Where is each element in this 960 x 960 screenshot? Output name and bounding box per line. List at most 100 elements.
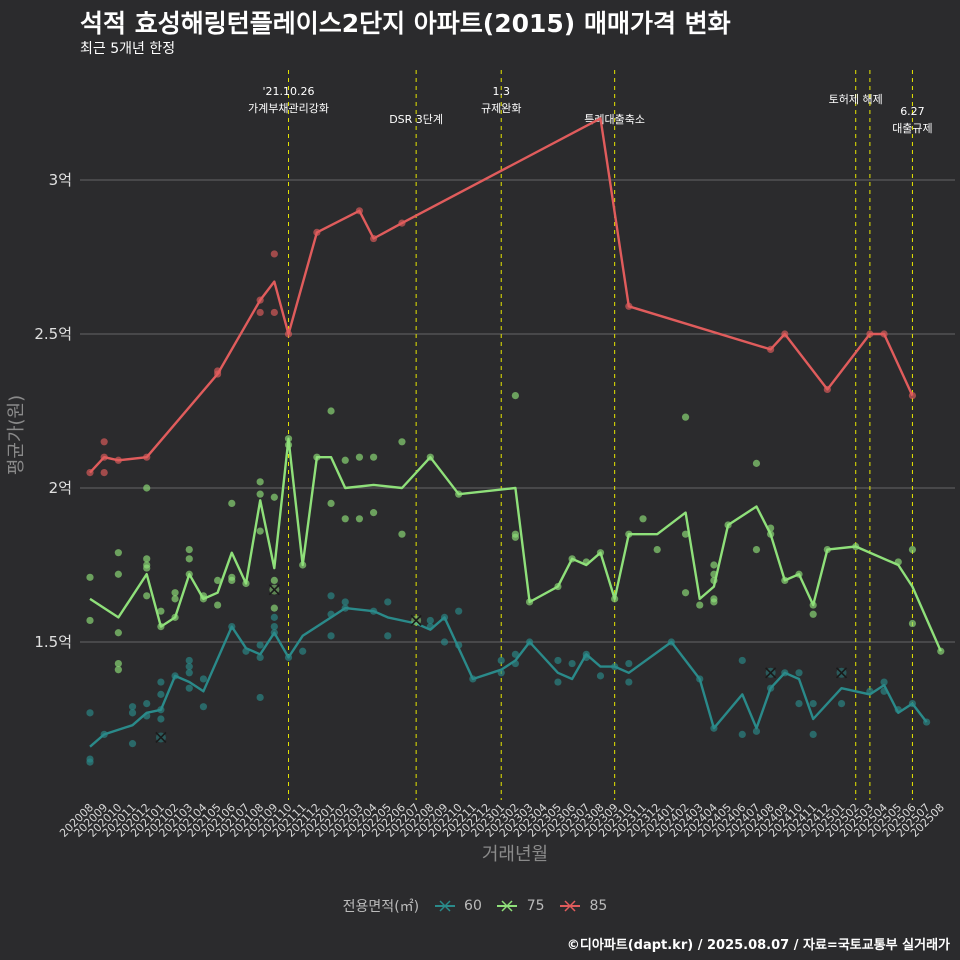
data-point [809,610,817,618]
data-point [738,656,746,665]
data-point [157,678,165,686]
data-point [625,678,633,686]
data-point [681,530,690,538]
series-line [89,606,928,748]
event-label: 대출규제 [892,122,932,135]
data-point [568,659,576,668]
data-point [327,499,335,507]
data-point [185,546,193,554]
data-point [256,478,264,486]
data-point [114,666,122,674]
event-date-label: 6.27 [900,105,925,118]
data-point [86,616,94,625]
data-point [270,604,278,612]
data-point [497,656,505,665]
data-point [696,601,704,609]
data-point [398,530,406,538]
data-point [214,601,222,609]
y-tick-label: 2억 [49,479,72,497]
data-point [256,490,264,498]
data-point [327,632,335,640]
y-tick-label: 3억 [49,171,72,189]
event-label: 특례대출축소 [584,113,645,126]
series-75 [86,392,945,674]
event-date-label: '21.10.26 [263,85,315,98]
chart-title: 석적 효성해링턴플레이스2단지 아파트(2015) 매매가격 변화 [80,9,731,38]
data-point [143,564,151,572]
data-point [143,592,151,600]
data-point [299,647,307,655]
data-point [185,663,193,671]
data-point [837,700,846,708]
data-point [157,607,165,615]
data-point [809,730,817,739]
data-point [455,607,463,615]
event-date-label: 1.3 [492,85,510,98]
cancelled-mark [410,614,422,627]
x-axis-label: 거래년월 [482,844,548,865]
data-point [795,700,803,708]
data-point [114,659,122,668]
data-point [440,638,449,646]
data-point [511,392,519,400]
data-point [908,619,917,628]
y-tick-label: 1.5억 [34,633,72,651]
legend-title: 전용면적(㎡) [342,899,420,915]
legend-label-75: 75 [526,898,545,914]
event-label: 토허제 해제 [829,92,883,106]
data-point [710,561,718,569]
series-line [89,117,914,474]
data-point [795,669,803,677]
data-point [228,576,236,585]
legend-swatch-60 [434,900,455,912]
cancelled-mark [268,584,280,596]
data-point [738,730,746,739]
data-point [256,653,264,662]
data-point [214,576,222,585]
event-label: DSR 3단계 [389,113,443,126]
data-point [86,758,94,766]
data-point [256,308,264,317]
data-point [398,438,406,446]
legend-label-85: 85 [589,898,608,914]
data-point [114,629,122,637]
data-point [681,589,690,597]
legend-label-60: 60 [464,898,482,914]
legend-item-85: 85 [559,898,607,914]
data-point [370,509,378,517]
data-point [880,678,888,686]
data-point [511,650,519,658]
chart-subtitle: 최근 5개년 한정 [80,41,176,57]
data-point [596,672,605,680]
data-point [128,703,137,711]
data-point [327,407,335,415]
data-point [370,453,378,461]
data-point [270,493,278,501]
data-point [554,678,562,686]
cancelled-mark [155,731,167,744]
data-point [157,690,165,698]
data-point [341,598,349,606]
data-point [143,555,151,563]
data-point [511,533,519,541]
data-point [270,576,278,585]
data-point [681,413,690,421]
data-point [355,515,364,523]
data-point [653,546,661,554]
data-point [185,656,193,665]
legend-swatch-75 [497,900,518,912]
data-point [384,598,392,606]
data-point [639,515,647,523]
data-point [100,438,108,446]
data-point [327,592,335,600]
chart-legend: 전용면적(㎡) 60 75 85 [0,896,960,916]
data-point [185,555,193,563]
data-point [199,703,208,711]
cancelled-mark [765,667,777,679]
data-point [625,659,633,668]
data-point [157,715,165,723]
data-point [554,656,562,665]
data-point [384,632,392,640]
series-60 [86,592,931,766]
data-point [100,469,108,477]
